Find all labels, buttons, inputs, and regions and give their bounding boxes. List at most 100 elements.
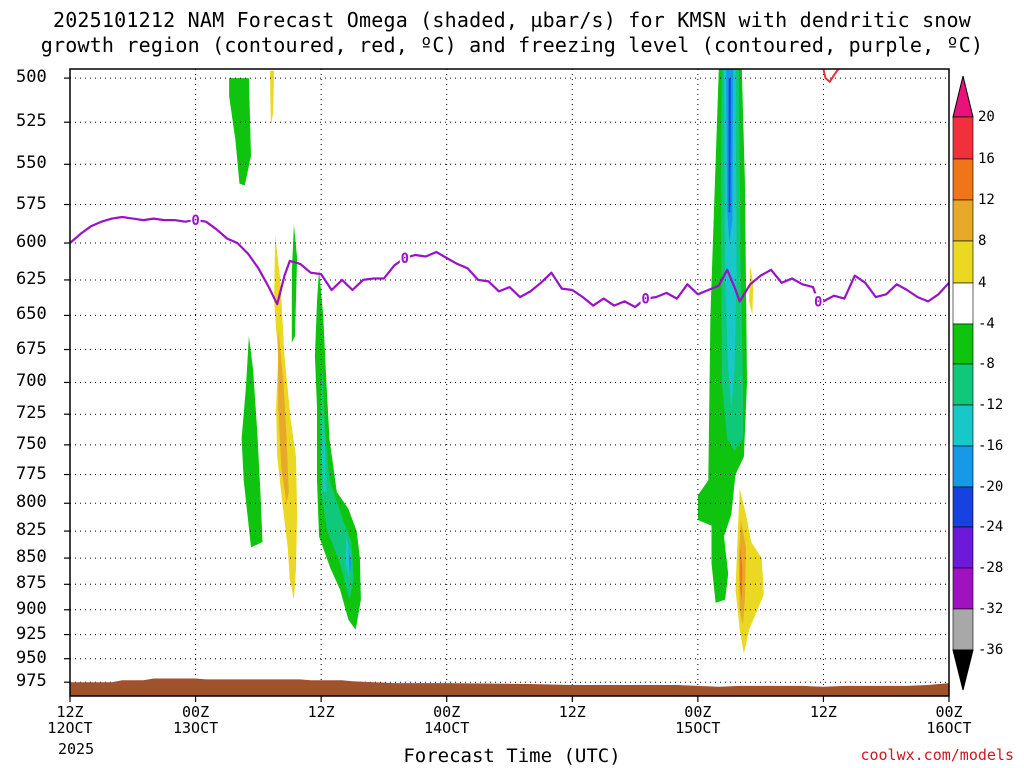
terrain xyxy=(70,678,949,696)
y-tick-label-775: 775 xyxy=(16,463,47,484)
omega-region-orange-low-1500 xyxy=(738,520,746,625)
x-tick-time: 00Z xyxy=(433,703,461,721)
omega-region-yellow-sliver-1505 xyxy=(749,265,754,316)
colorbar-tick-label: -8 xyxy=(978,356,995,372)
x-tick-time: 00Z xyxy=(684,703,712,721)
omega-region-cyan2-1230 xyxy=(345,536,351,580)
omega-region-darkblue-core-1500 xyxy=(728,78,731,213)
colorbar-tick-label: -12 xyxy=(978,397,1004,413)
omega-region-green-narrow-0440 xyxy=(291,224,298,343)
y-tick-label-675: 675 xyxy=(16,338,47,359)
y-tick-label-975: 975 xyxy=(16,671,47,692)
x-tick-time: 12Z xyxy=(307,703,335,721)
x-tick-label-12: 00Z 13OCT xyxy=(166,704,226,736)
freezing-label-bg xyxy=(190,212,201,228)
omega-region-seagreen-1230 xyxy=(320,369,354,600)
chart-title-line-1: 2025101212 NAM Forecast Omega (shaded, µ… xyxy=(52,8,972,32)
y-tick-label-700: 700 xyxy=(16,371,47,392)
x-tick-label-48: 12Z xyxy=(542,704,602,720)
colorbar-bin-8-12 xyxy=(952,199,974,242)
colorbar xyxy=(952,75,974,691)
y-tick-label-650: 650 xyxy=(16,304,47,325)
colorbar-top-arrow xyxy=(952,75,974,118)
colorbar-bin--16--12 xyxy=(952,404,974,447)
y-tick-label-500: 500 xyxy=(16,67,47,88)
x-tick-date: 16OCT xyxy=(926,719,972,737)
y-tick-label-625: 625 xyxy=(16,268,47,289)
x-tick-label-24: 12Z xyxy=(291,704,351,720)
y-tick-label-850: 850 xyxy=(16,547,47,568)
y-tick-label-575: 575 xyxy=(16,193,47,214)
colorbar-bottom-arrow xyxy=(952,649,974,691)
y-tick-label-875: 875 xyxy=(16,573,47,594)
omega-region-cyan-1230 xyxy=(322,407,327,492)
colorbar-tick-label: -4 xyxy=(978,316,995,332)
x-year-label: 2025 xyxy=(58,740,95,758)
x-tick-label-72: 12Z xyxy=(793,704,853,720)
colorbar-bin--36--32 xyxy=(952,608,974,651)
x-tick-label-36: 00Z 14OCT xyxy=(417,704,477,736)
colorbar-bin--12--8 xyxy=(952,363,974,406)
colorbar-tick-label: 8 xyxy=(978,233,987,249)
colorbar-tick-label: -28 xyxy=(978,560,1004,576)
omega-region-yellow-band-0430 xyxy=(274,235,298,600)
chart-title-line-2: growth region (contoured, red, ºC) and f… xyxy=(40,33,984,57)
colorbar-bin--4-4 xyxy=(952,282,974,325)
tick-marks xyxy=(64,77,950,702)
colorbar-bin-16-20 xyxy=(952,116,974,160)
colorbar-tick-label: -36 xyxy=(978,642,1004,658)
colorbar-bin--28--24 xyxy=(952,526,974,569)
y-tick-label-525: 525 xyxy=(16,111,47,132)
freezing-label-bg xyxy=(640,290,651,306)
y-tick-label-600: 600 xyxy=(16,232,47,252)
x-tick-time: 12Z xyxy=(558,703,586,721)
y-tick-label-900: 900 xyxy=(16,598,47,619)
x-tick-date: 12OCT xyxy=(47,719,93,737)
freezing-level-label: 0 xyxy=(641,292,649,308)
colorbar-tick-label: 20 xyxy=(978,109,995,125)
x-tick-label-84: 00Z 16OCT xyxy=(919,704,979,736)
y-tick-label-825: 825 xyxy=(16,520,47,541)
x-tick-date: 13OCT xyxy=(172,719,219,737)
colorbar-tick-label: 16 xyxy=(978,151,995,167)
omega-region-orange-band-0430 xyxy=(278,329,289,504)
y-tick-label-950: 950 xyxy=(16,647,47,668)
x-tick-date: 15OCT xyxy=(675,719,721,737)
omega-region-yellow-upper-0237 xyxy=(269,70,275,126)
x-tick-time: 12Z xyxy=(809,703,837,721)
freezing-level-label: 0 xyxy=(191,213,199,229)
colorbar-bin-12-16 xyxy=(952,158,974,201)
y-tick-label-550: 550 xyxy=(16,153,47,174)
omega-region-green-left-0330 xyxy=(241,336,263,548)
x-tick-time: 00Z xyxy=(935,703,963,721)
colorbar-tick-label: 4 xyxy=(978,275,987,291)
colorbar-tick-label: 12 xyxy=(978,192,995,208)
colorbar-bin--32--28 xyxy=(952,567,974,610)
colorbar-bin--24--20 xyxy=(952,486,974,528)
y-tick-label-925: 925 xyxy=(16,623,47,644)
y-tick-label-800: 800 xyxy=(16,492,47,513)
x-axis-title: Forecast Time (UTC) xyxy=(403,745,621,767)
colorbar-bin-4-8 xyxy=(952,240,974,284)
colorbar-bin--20--16 xyxy=(952,445,974,488)
colorbar-tick-label: -20 xyxy=(978,479,1004,495)
terrain-surface xyxy=(70,678,949,696)
omega-region-green-upper-0230 xyxy=(229,78,251,186)
omega-region-blue-1230 xyxy=(348,547,352,574)
colorbar-bin--8--4 xyxy=(952,323,974,365)
y-tick-label-725: 725 xyxy=(16,403,47,424)
colorbar-tick-label: -32 xyxy=(978,601,1004,617)
y-tick-label-750: 750 xyxy=(16,433,47,454)
x-tick-date: 14OCT xyxy=(424,719,470,737)
freezing-level-label: 0 xyxy=(814,294,822,310)
freezing-label-bg xyxy=(399,249,410,265)
colorbar-tick-label: -24 xyxy=(978,519,1004,535)
x-tick-label-60: 00Z 15OCT xyxy=(668,704,728,736)
x-tick-time: 12Z xyxy=(56,703,84,721)
credit-link[interactable]: coolwx.com/models xyxy=(860,746,1014,764)
x-tick-time: 00Z xyxy=(182,703,210,721)
freezing-level: 0 0 0 0 xyxy=(70,212,949,310)
plot-area: 0 0 0 0 xyxy=(70,69,949,696)
omega-shading xyxy=(229,69,764,654)
